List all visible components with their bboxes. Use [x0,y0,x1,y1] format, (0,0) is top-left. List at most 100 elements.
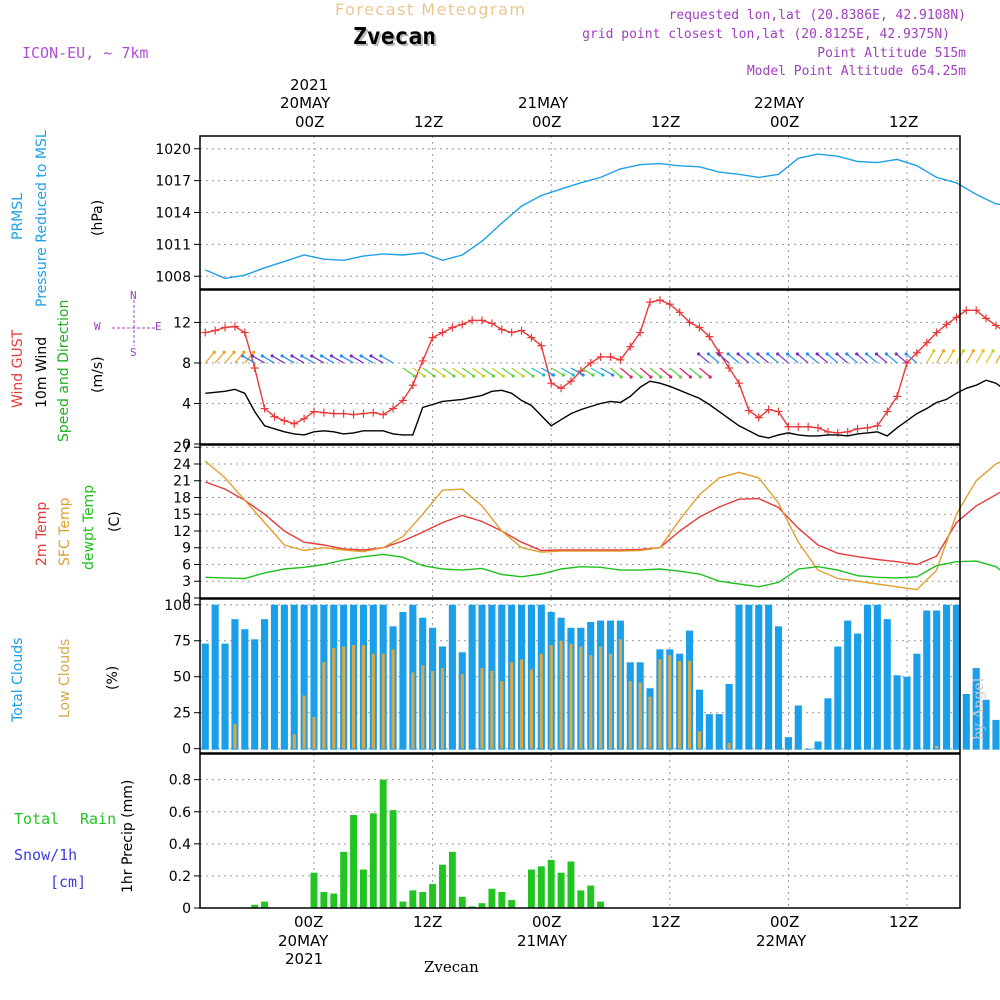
wind-direction-arrow [698,353,710,364]
total-clouds-bar [784,737,792,750]
wind-arrow-head [659,375,663,379]
low-clouds-bar [351,645,356,749]
gust-marker [290,419,299,428]
wind-arrow-head [222,350,226,354]
gust-marker [250,364,259,373]
precip-axis-label: 1hr Precip (mm) [120,779,136,893]
low-clouds-bar [599,646,603,749]
wind-direction-arrow [757,353,770,364]
rain-bar [350,814,357,908]
gust-marker [211,326,220,335]
gust-marker [814,423,823,432]
low-clouds-bar [638,682,642,749]
gust-marker [369,408,378,417]
gust-marker [863,423,872,432]
wind-direction-arrow [936,350,945,364]
gust-marker [675,308,684,317]
wind-arrow-head [329,354,334,358]
gust-marker [359,409,368,418]
wind-arrow-head [232,350,236,354]
wind-arrow-head [491,374,496,378]
low-clouds-bar [440,668,445,749]
gust-marker [339,409,348,418]
low-clouds-bar [371,653,375,749]
low-clouds-bar [411,672,415,749]
wind-arrow-head [951,349,956,353]
gust-marker [527,333,536,342]
gust-marker [408,381,417,390]
compass-n: N [130,289,137,302]
dewpt-temp-line [205,553,1000,588]
wind-direction-arrow [895,353,908,364]
total-clouds-bar [952,604,960,750]
rain-bar [310,872,318,908]
clouds-ytick-label: 25 [173,706,191,722]
wind-direction-arrow [826,353,839,364]
gust-marker [428,333,437,342]
wind-arrow-head [639,375,643,379]
low-clouds-bar [361,645,365,749]
wind-arrow-head [855,352,859,356]
clouds-ytick-label: 0 [182,742,191,758]
gust-marker [922,338,931,347]
precipitation-ytick-label: 0.8 [169,773,191,789]
wind-direction-arrow [442,367,455,377]
wind-arrow-head [511,374,515,378]
low-clouds-bar [519,659,524,749]
wind-direction-arrow [767,353,779,364]
wind-arrow-head [369,354,373,358]
pressure-ytick-label: 1017 [155,174,191,190]
bottom-day-label-3: 22MAY [756,932,807,950]
bottom-hour-label-3: 00Z [532,913,562,931]
precipitation-panel [194,753,961,909]
low-clouds-bar [332,647,336,749]
wind-direction-arrow [341,355,354,364]
10m-wind-line [205,379,1000,439]
total-clouds-label: Total Clouds [10,637,26,722]
wind-arrow-head [785,352,790,356]
rain-bar [359,869,367,908]
pressure-ytick-label: 1011 [155,237,191,253]
wind-arrow-head [932,349,936,353]
bottom-hour-label-2: 12Z [413,913,443,931]
rain-bar [399,901,407,908]
total-clouds-bar [755,604,763,750]
gust-marker [952,313,961,322]
low-clouds-bar [569,643,573,749]
sfc-temp-line [204,460,1000,591]
temp-dewpt-label: dewpt Temp [81,484,97,570]
wind-arrow-head [300,354,304,358]
wind-arrow-head [379,354,383,358]
total-clouds-bar [705,714,713,750]
total-clouds-bar [310,604,318,750]
wind-frame [199,289,961,445]
low-clouds-bar [480,668,484,749]
pressure-panel [194,135,1000,290]
total-clouds-bar [765,604,773,750]
wind-arrow-head [884,352,888,356]
total-clouds-bar [251,639,259,750]
wind-arrow-head [716,352,720,356]
wind-direction-arrow [717,353,730,364]
clouds-frame [199,598,961,754]
gust-marker [883,407,892,416]
wind-direction-arrow [856,353,868,364]
wind-arrow-head [551,373,556,377]
wind-arrow-head [776,352,780,356]
wind-direction-arrow [531,367,544,376]
wind-arrow-head [270,354,274,358]
gust-marker [389,404,398,413]
gust-marker [942,320,951,329]
bottom-hour-label-4: 12Z [651,913,681,931]
wind-arrow-head [521,374,525,378]
wind-direction-arrow [797,353,809,364]
pressure-ytick-label: 1020 [155,142,191,158]
wind-direction-arrow [590,367,604,376]
top-year-label: 2021 [290,76,329,94]
wind-arrow-head [795,352,800,356]
low-clouds-bar [539,653,543,749]
wind-arrow-head [250,354,255,358]
wind-arrow-head [766,352,770,356]
wind-direction-arrow [816,353,829,364]
wind-direction-arrow [737,353,750,364]
